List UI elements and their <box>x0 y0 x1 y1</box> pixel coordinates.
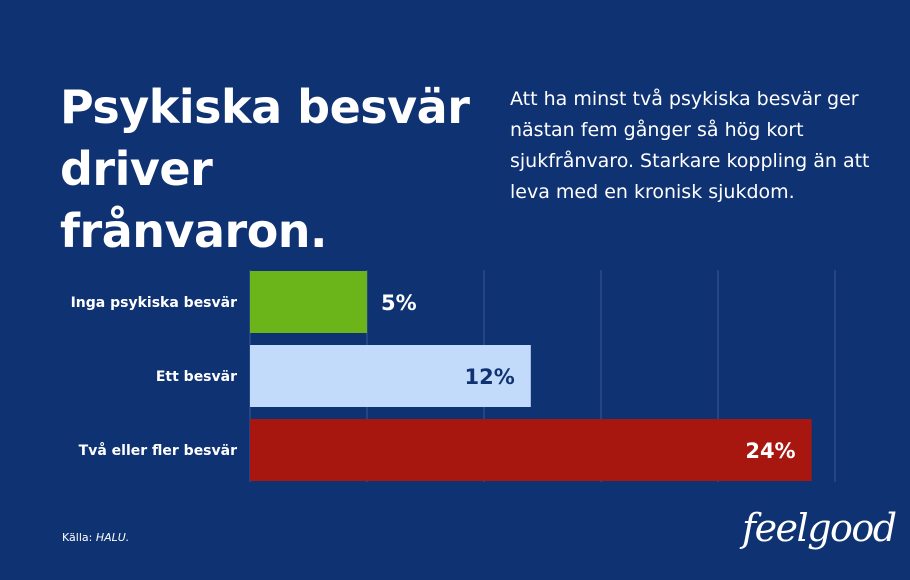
chart-title: Psykiska besvär driver frånvaron. <box>60 80 470 258</box>
bar <box>250 345 531 407</box>
bar <box>250 271 367 333</box>
source-prefix: Källa: <box>62 531 93 544</box>
source-note: Källa: HALU. <box>62 531 129 544</box>
bars <box>250 271 812 481</box>
category-labels: Inga psykiska besvär Ett besvär Två eller … <box>71 295 237 459</box>
bar <box>250 419 812 481</box>
bar-chart: Inga psykiska besvär Ett besvär Två eller … <box>71 270 836 482</box>
chart-subtitle: Att ha minst två psykiska besvär ger näs… <box>510 88 870 203</box>
value-label: 12% <box>465 365 515 389</box>
category-label: Två eller fler besvär <box>79 442 237 459</box>
source-name: HALU. <box>95 531 130 544</box>
value-labels: 5% 12% 24% <box>381 291 796 463</box>
value-label: 5% <box>381 291 417 315</box>
category-label: Ett besvär <box>156 369 237 385</box>
feelgood-logo: feelgood <box>742 506 897 550</box>
value-label: 24% <box>745 439 795 463</box>
category-label: Inga psykiska besvär <box>71 295 237 311</box>
